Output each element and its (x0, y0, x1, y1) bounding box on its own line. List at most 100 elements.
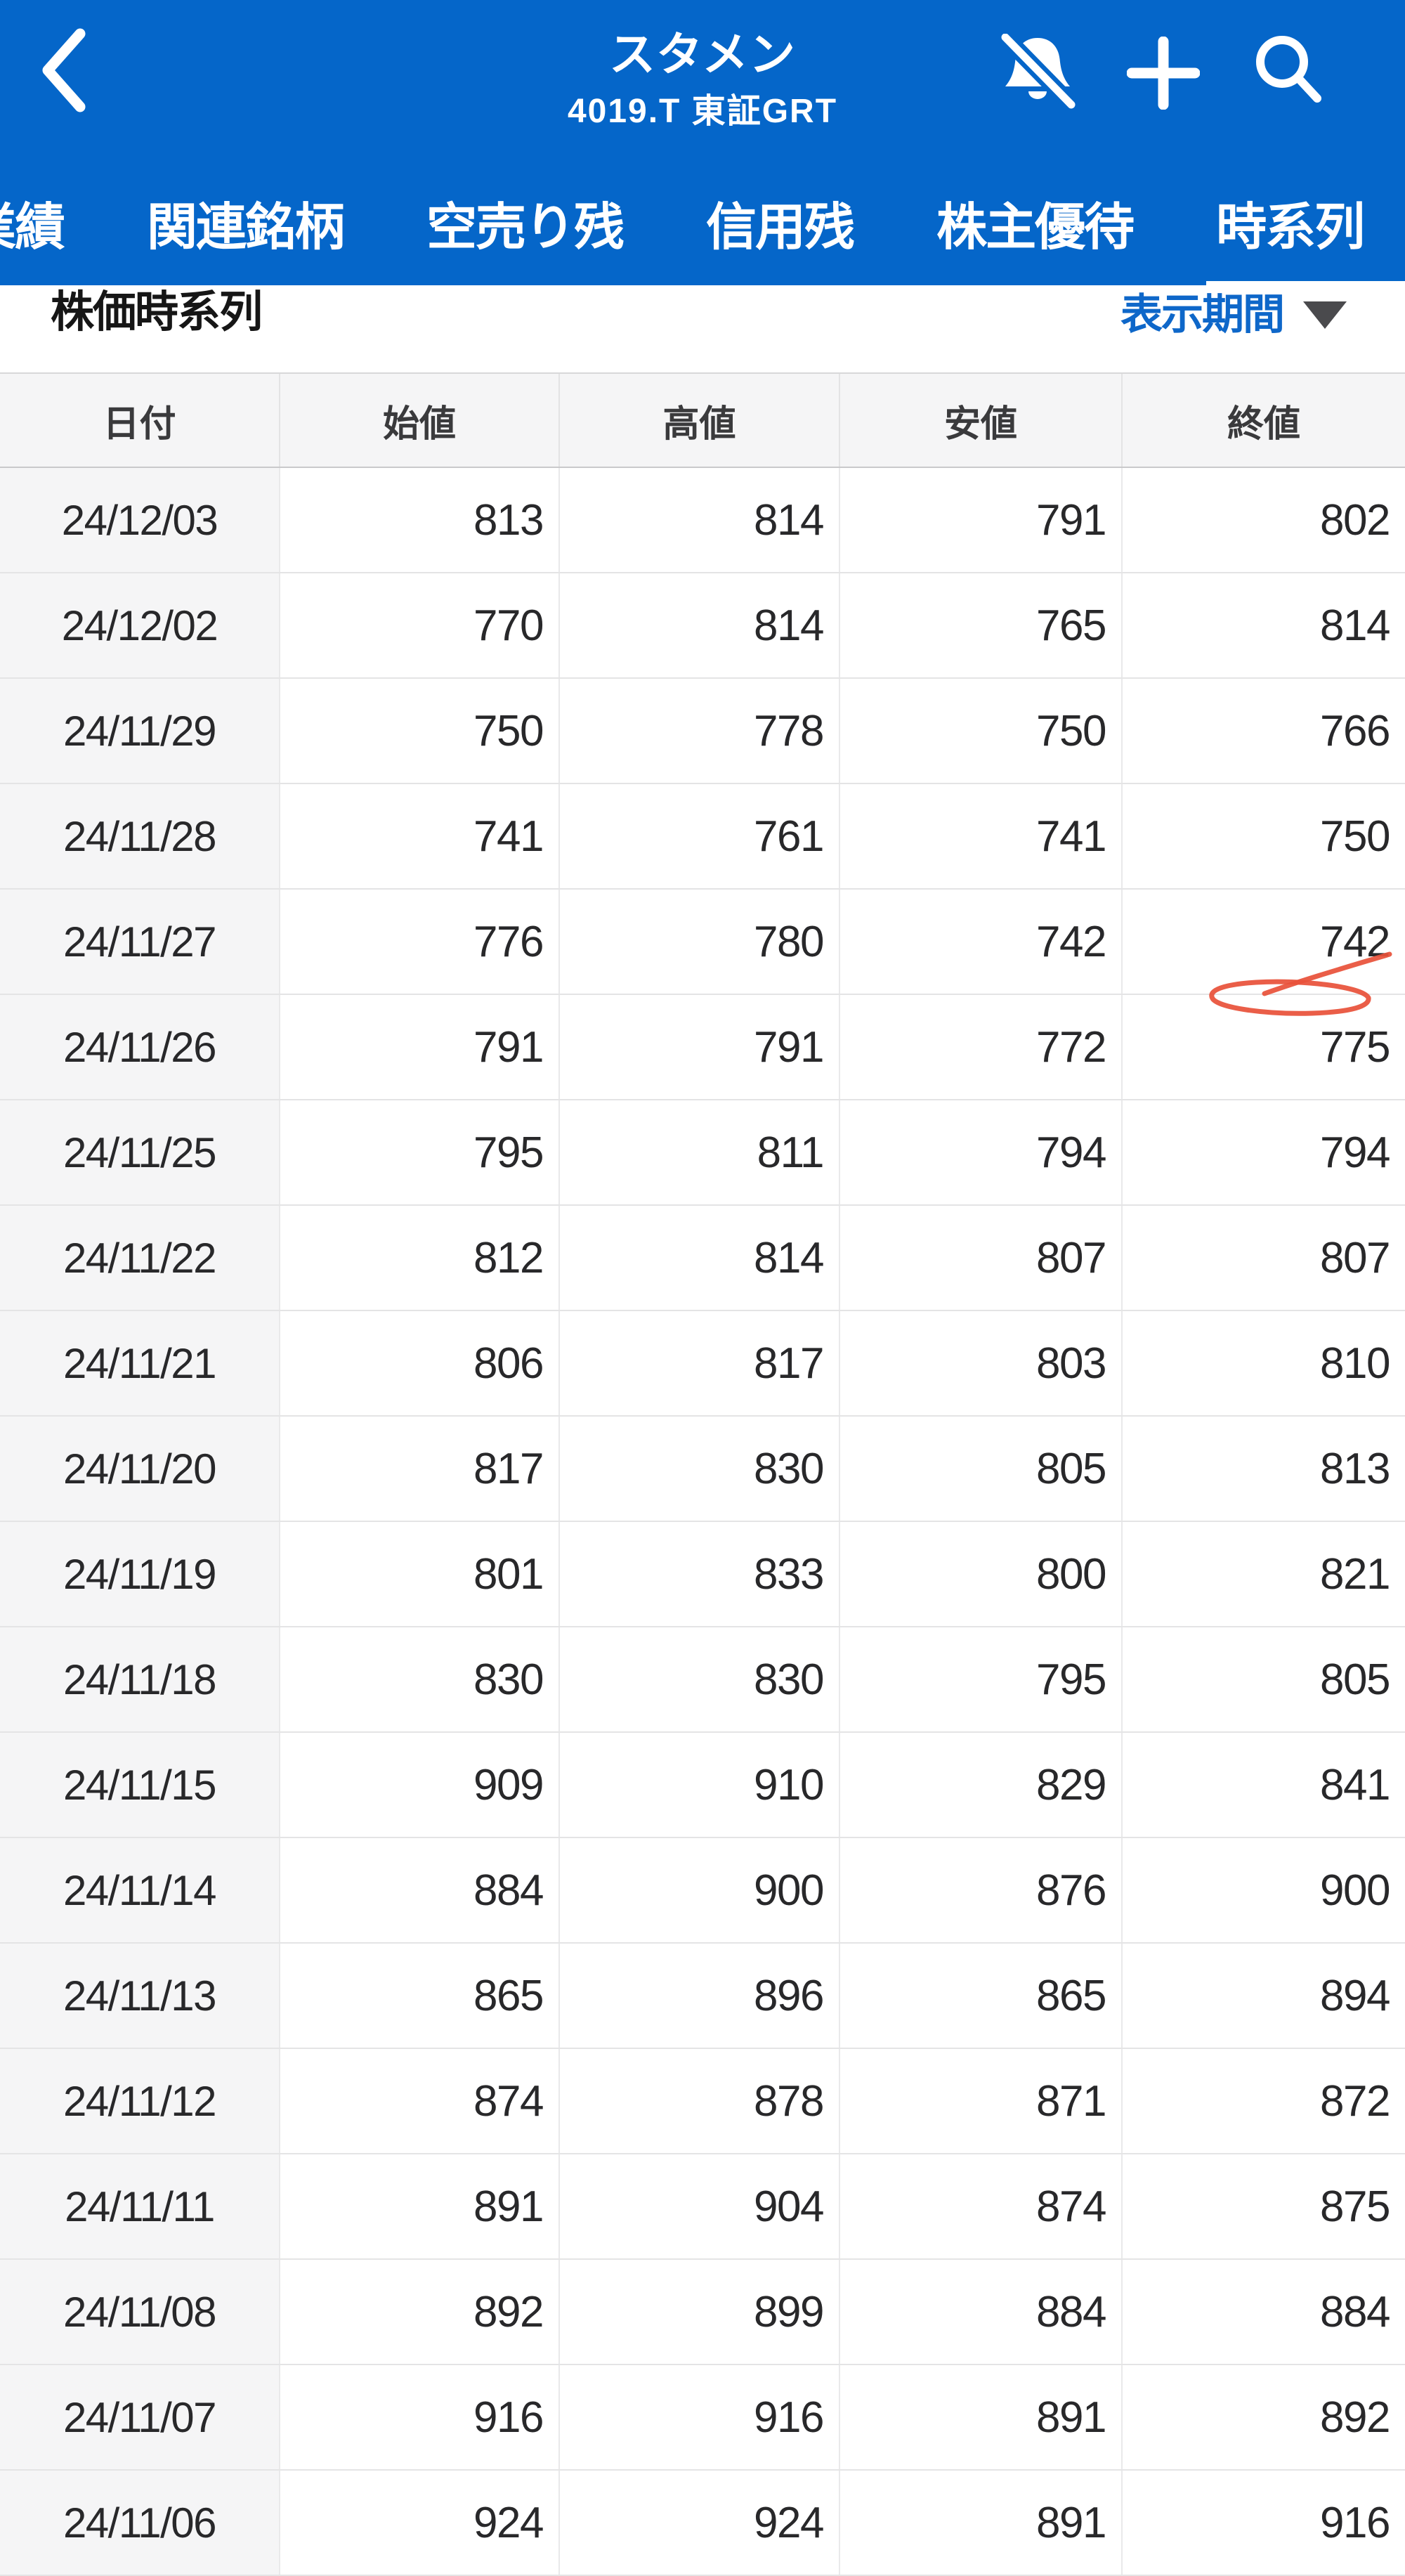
table-header-row: 日付 始値 高値 安値 終値 (0, 372, 1405, 468)
cell-low: 884 (840, 2260, 1123, 2364)
cell-open: 916 (280, 2365, 560, 2469)
stock-title: スタメン (608, 28, 797, 80)
bell-slash-icon (998, 31, 1078, 116)
cell-close: 884 (1320, 2287, 1390, 2336)
cell-high: 761 (560, 784, 840, 888)
table-row: 24/11/07 916 916 891 892 (0, 2365, 1405, 2471)
cell-open: 812 (280, 1206, 560, 1310)
cell-low: 805 (840, 1417, 1123, 1521)
cell-low: 750 (840, 679, 1123, 783)
cell-date: 24/12/03 (0, 468, 280, 572)
cell-date: 24/12/02 (0, 573, 280, 677)
cell-open: 770 (280, 573, 560, 677)
cell-high: 924 (560, 2471, 840, 2575)
cell-open: 891 (280, 2154, 560, 2258)
cell-high: 916 (560, 2365, 840, 2469)
table-row: 24/11/27 776 780 742 742 (0, 890, 1405, 995)
cell-low: 876 (840, 1838, 1123, 1942)
tab-関連銘柄[interactable]: 関連銘柄 (147, 199, 345, 256)
app-bar: スタメン 4019.T 東証GRT 業績関連銘柄空売り残信用 (0, 0, 1405, 285)
cell-high: 814 (560, 573, 840, 677)
cell-open: 741 (280, 784, 560, 888)
table-row: 24/11/14 884 900 876 900 (0, 1838, 1405, 1944)
cell-date: 24/11/06 (0, 2471, 280, 2575)
cell-low: 772 (840, 995, 1123, 1099)
cell-close: 807 (1320, 1233, 1390, 1282)
cell-open: 795 (280, 1100, 560, 1204)
cell-date: 24/11/18 (0, 1627, 280, 1731)
cell-date: 24/11/21 (0, 1311, 280, 1415)
tab-bar: 業績 関連銘柄 空売り残 信用残 株主優待 時系列 (0, 184, 1405, 260)
cell-date: 24/11/08 (0, 2260, 280, 2364)
column-header-close: 終値 (1227, 403, 1300, 445)
column-header-high: 高値 (560, 374, 840, 467)
cell-low: 741 (840, 784, 1123, 888)
cell-date: 24/11/07 (0, 2365, 280, 2469)
caret-down-icon (1303, 301, 1347, 329)
tab-時系列[interactable]: 時系列 (1216, 199, 1365, 256)
back-button[interactable] (35, 28, 91, 115)
table-row: 24/12/02 770 814 765 814 (0, 573, 1405, 679)
cell-close: 875 (1320, 2182, 1390, 2231)
cell-open: 806 (280, 1311, 560, 1415)
cell-low: 803 (840, 1311, 1123, 1415)
tab-信用残[interactable]: 信用残 (706, 199, 855, 256)
add-button[interactable] (1125, 36, 1201, 112)
cell-high: 833 (560, 1522, 840, 1626)
display-period-dropdown[interactable]: 表示期間 (1120, 294, 1347, 336)
tab-業績[interactable]: 業績 (0, 199, 65, 256)
cell-high: 904 (560, 2154, 840, 2258)
cell-close: 814 (1320, 601, 1390, 650)
cell-high: 878 (560, 2049, 840, 2153)
cell-high: 814 (560, 1206, 840, 1310)
cell-date: 24/11/22 (0, 1206, 280, 1310)
cell-low: 874 (840, 2154, 1123, 2258)
cell-open: 750 (280, 679, 560, 783)
stock-code-subtitle: 4019.T 東証GRT (567, 93, 838, 130)
cell-high: 910 (560, 1733, 840, 1837)
cell-close: 892 (1320, 2393, 1390, 2442)
table-row: 24/11/18 830 830 795 805 (0, 1627, 1405, 1733)
table-row: 24/11/08 892 899 884 884 (0, 2260, 1405, 2365)
cell-high: 900 (560, 1838, 840, 1942)
table-row: 24/11/22 812 814 807 807 (0, 1206, 1405, 1311)
search-icon (1246, 34, 1324, 110)
table-row: 24/11/26 791 791 772 775 (0, 995, 1405, 1100)
cell-date: 24/11/27 (0, 890, 280, 994)
cell-close: 872 (1320, 2076, 1390, 2126)
table-row: 24/11/25 795 811 794 794 (0, 1100, 1405, 1206)
cell-low: 829 (840, 1733, 1123, 1837)
chevron-left-icon (38, 28, 89, 116)
table-row: 24/11/15 909 910 829 841 (0, 1733, 1405, 1838)
cell-low: 795 (840, 1627, 1123, 1731)
cell-low: 807 (840, 1206, 1123, 1310)
cell-date: 24/11/13 (0, 1944, 280, 2048)
cell-high: 780 (560, 890, 840, 994)
cell-high: 896 (560, 1944, 840, 2048)
cell-open: 801 (280, 1522, 560, 1626)
cell-date: 24/11/20 (0, 1417, 280, 1521)
notifications-off-button[interactable] (996, 31, 1079, 116)
cell-high: 791 (560, 995, 840, 1099)
cell-high: 778 (560, 679, 840, 783)
cell-low: 742 (840, 890, 1123, 994)
tab-株主優待[interactable]: 株主優待 (936, 199, 1135, 256)
price-history-table: 日付 始値 高値 安値 終値 24/12/03 813 814 791 802 24/12/02 7… (0, 372, 1405, 2576)
cell-close: 821 (1320, 1549, 1390, 1599)
cell-close: 750 (1320, 812, 1390, 861)
cell-open: 892 (280, 2260, 560, 2364)
search-button[interactable] (1243, 34, 1326, 110)
table-row: 24/11/28 741 761 741 750 (0, 784, 1405, 890)
cell-open: 909 (280, 1733, 560, 1837)
cell-low: 891 (840, 2471, 1123, 2575)
table-body: 24/12/03 813 814 791 802 24/12/02 770 814 765 814… (0, 468, 1405, 2576)
cell-open: 776 (280, 890, 560, 994)
cell-close: 802 (1320, 495, 1390, 545)
cell-close: 766 (1320, 706, 1390, 755)
table-row: 24/12/03 813 814 791 802 (0, 468, 1405, 573)
cell-open: 924 (280, 2471, 560, 2575)
table-row: 24/11/21 806 817 803 810 (0, 1311, 1405, 1417)
tab-空売り残[interactable]: 空売り残 (426, 199, 625, 256)
cell-close: 742 (1320, 917, 1390, 966)
cell-close: 805 (1320, 1655, 1390, 1704)
